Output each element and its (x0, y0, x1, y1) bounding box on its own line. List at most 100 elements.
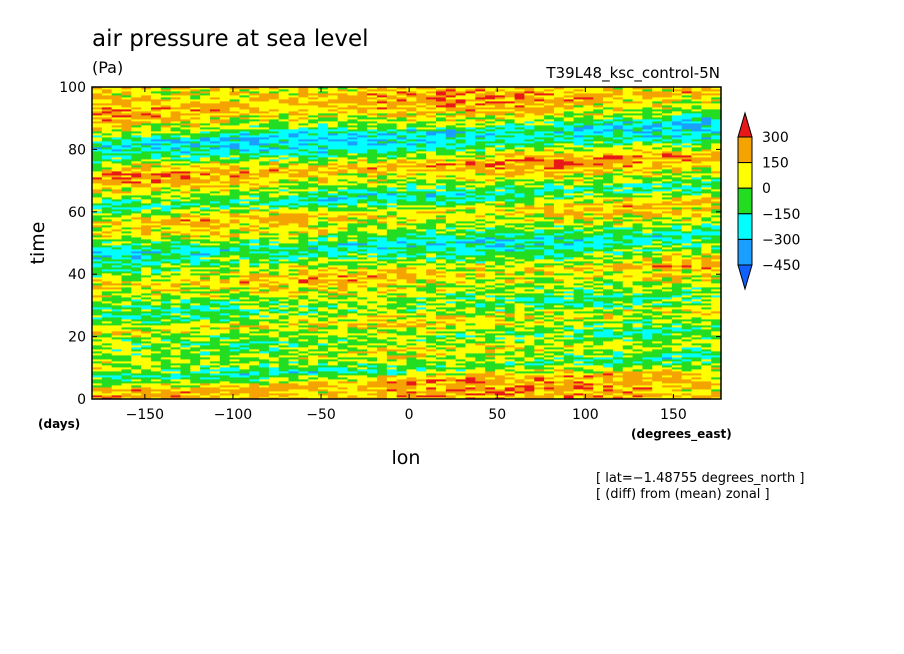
heatmap-cell (239, 253, 250, 256)
heatmap-cell (239, 323, 250, 326)
heatmap-cell (209, 359, 221, 362)
heatmap-cell (524, 247, 535, 250)
heatmap-cell (327, 253, 339, 256)
heatmap-cell (150, 385, 162, 388)
heatmap-cell (435, 255, 447, 258)
heatmap-cell (327, 243, 339, 246)
heatmap-cell (180, 293, 191, 296)
heatmap-cell (475, 319, 486, 322)
heatmap-cell (298, 357, 309, 360)
heatmap-cell (544, 355, 555, 358)
heatmap-cell (318, 381, 329, 384)
heatmap-cell (318, 367, 329, 370)
heatmap-cell (681, 287, 693, 290)
heatmap-cell (622, 309, 634, 312)
heatmap-cell (150, 383, 162, 386)
heatmap-cell (249, 395, 260, 398)
heatmap-cell (377, 311, 388, 314)
heatmap-cell (288, 279, 299, 282)
heatmap-cell (298, 359, 309, 362)
heatmap-cell (92, 317, 103, 320)
heatmap-cell (229, 397, 241, 399)
heatmap-cell (622, 253, 634, 256)
heatmap-cell (445, 381, 457, 384)
heatmap-cell (671, 311, 683, 314)
heatmap-cell (377, 357, 388, 360)
heatmap-cell (396, 319, 408, 322)
heatmap-cell (593, 277, 604, 280)
heatmap-cell (121, 367, 132, 370)
heatmap-cell (209, 397, 221, 399)
heatmap-cell (544, 279, 555, 282)
heatmap-cell (249, 297, 260, 300)
heatmap-cell (239, 267, 250, 270)
heatmap-cell (475, 349, 486, 352)
heatmap-cell (671, 265, 683, 268)
heatmap-cell (544, 383, 555, 386)
heatmap-cell (485, 247, 496, 250)
heatmap-cell (111, 357, 123, 360)
heatmap-cell (455, 249, 467, 252)
heatmap-cell (170, 321, 182, 324)
heatmap-cell (465, 397, 476, 399)
heatmap-cell (268, 379, 280, 382)
heatmap-cell (101, 329, 113, 332)
heatmap-cell (386, 357, 398, 360)
heatmap-cell (475, 291, 486, 294)
heatmap-cell (200, 279, 211, 282)
heatmap-cell (534, 287, 545, 290)
heatmap-cell (593, 303, 604, 306)
heatmap-cell (121, 337, 132, 340)
heatmap-cell (121, 361, 132, 364)
heatmap-cell (662, 355, 673, 358)
heatmap-cell (691, 339, 702, 342)
heatmap-cell (131, 255, 142, 258)
heatmap-cell (426, 275, 437, 278)
heatmap-cell (121, 347, 132, 350)
heatmap-cell (445, 339, 457, 342)
heatmap-cell (652, 253, 663, 256)
heatmap-cell (632, 389, 643, 392)
heatmap-cell (367, 259, 378, 262)
heatmap-cell (229, 299, 241, 302)
heatmap-cell (632, 273, 643, 276)
heatmap-cell (121, 271, 132, 274)
heatmap-cell (583, 333, 594, 336)
heatmap-cell (229, 307, 241, 310)
heatmap-cell (681, 313, 693, 316)
heatmap-cell (141, 313, 152, 316)
heatmap-cell (347, 265, 358, 268)
heatmap-cell (485, 361, 496, 364)
heatmap-cell (219, 359, 231, 362)
heatmap-cell (593, 297, 604, 300)
heatmap-cell (534, 321, 545, 324)
heatmap-cell (701, 317, 712, 320)
heatmap-cell (357, 245, 368, 248)
heatmap-cell (534, 313, 545, 316)
heatmap-cell (298, 375, 309, 378)
heatmap-cell (642, 349, 653, 352)
heatmap-cell (347, 273, 358, 276)
heatmap-cell (160, 303, 172, 306)
heatmap-cell (268, 349, 280, 352)
heatmap-cell (170, 313, 182, 316)
heatmap-cell (534, 277, 545, 280)
heatmap-cell (593, 299, 604, 302)
heatmap-cell (465, 381, 476, 384)
heatmap-cell (662, 279, 673, 282)
heatmap-cell (367, 315, 378, 318)
heatmap-cell (504, 307, 516, 310)
heatmap-cell (288, 275, 299, 278)
heatmap-cell (691, 325, 702, 328)
heatmap-cell (160, 319, 172, 322)
heatmap-cell (603, 375, 614, 378)
heatmap-cell (406, 333, 417, 336)
heatmap-cell (150, 265, 162, 268)
heatmap-cell (278, 273, 290, 276)
heatmap-cell (396, 349, 408, 352)
heatmap-cell (465, 279, 476, 282)
heatmap-cell (259, 281, 270, 284)
heatmap-cell (455, 321, 467, 324)
heatmap-cell (603, 367, 614, 370)
heatmap-cell (662, 375, 673, 378)
